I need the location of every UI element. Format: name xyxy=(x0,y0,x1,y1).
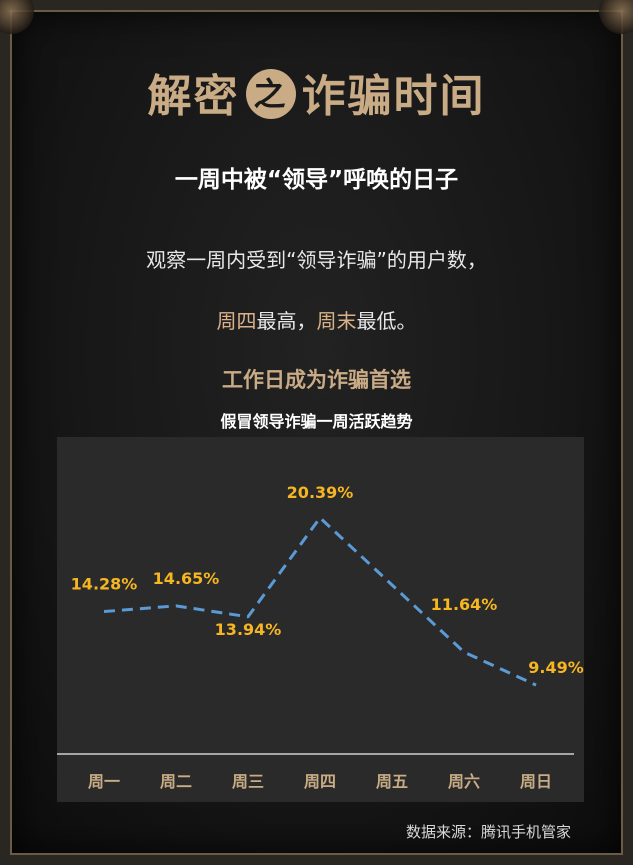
x-tick-label: 周五 xyxy=(376,772,408,791)
chart-title: 假冒领导诈骗一周活跃趋势 xyxy=(220,412,413,431)
key-finding: 工作日成为诈骗首选 xyxy=(222,368,411,392)
line-chart: 周一 周二 周三 周四 周五 周六 周日 14.28% 14.65% 13.94% 20.39% 11… xyxy=(57,483,584,791)
x-tick-label: 周一 xyxy=(88,772,120,791)
data-label: 11.64% xyxy=(431,595,498,614)
x-tick-label: 周日 xyxy=(520,772,552,791)
data-label: 14.65% xyxy=(153,569,220,588)
data-source: 数据来源：腾讯手机管家 xyxy=(405,823,571,841)
chart-panel: 周一 周二 周三 周四 周五 周六 周日 14.28% 14.65% 13.94% 20.39% 11… xyxy=(57,437,584,802)
x-tick-label: 周六 xyxy=(448,772,480,791)
description-line1: 观察一周内受到“领导诈骗”的用户数， xyxy=(146,248,487,272)
data-label: 20.39% xyxy=(287,483,354,502)
description-line2: 周四最高，周末最低。 xyxy=(0,305,633,334)
description-text-1: 最高， xyxy=(256,309,317,333)
x-tick-label: 周四 xyxy=(304,772,336,791)
data-label: 14.28% xyxy=(71,575,138,594)
title-part1: 解密 xyxy=(147,71,240,122)
data-label: 9.49% xyxy=(528,658,584,677)
title-part2: 诈骗时间 xyxy=(301,71,486,122)
data-label: 13.94% xyxy=(215,620,282,639)
x-tick-label: 周二 xyxy=(160,772,192,791)
highlight-weekend: 周末 xyxy=(316,309,357,333)
title-connector-badge: 之 xyxy=(245,69,296,119)
series-line xyxy=(103,516,537,687)
highlight-thursday: 周四 xyxy=(216,309,257,333)
subtitle: 一周中被“领导”呼唤的日子 xyxy=(174,167,459,193)
description-text-2: 最低。 xyxy=(356,309,417,333)
x-tick-label: 周三 xyxy=(232,772,264,791)
page-title: 解密之诈骗时间 xyxy=(0,60,633,124)
